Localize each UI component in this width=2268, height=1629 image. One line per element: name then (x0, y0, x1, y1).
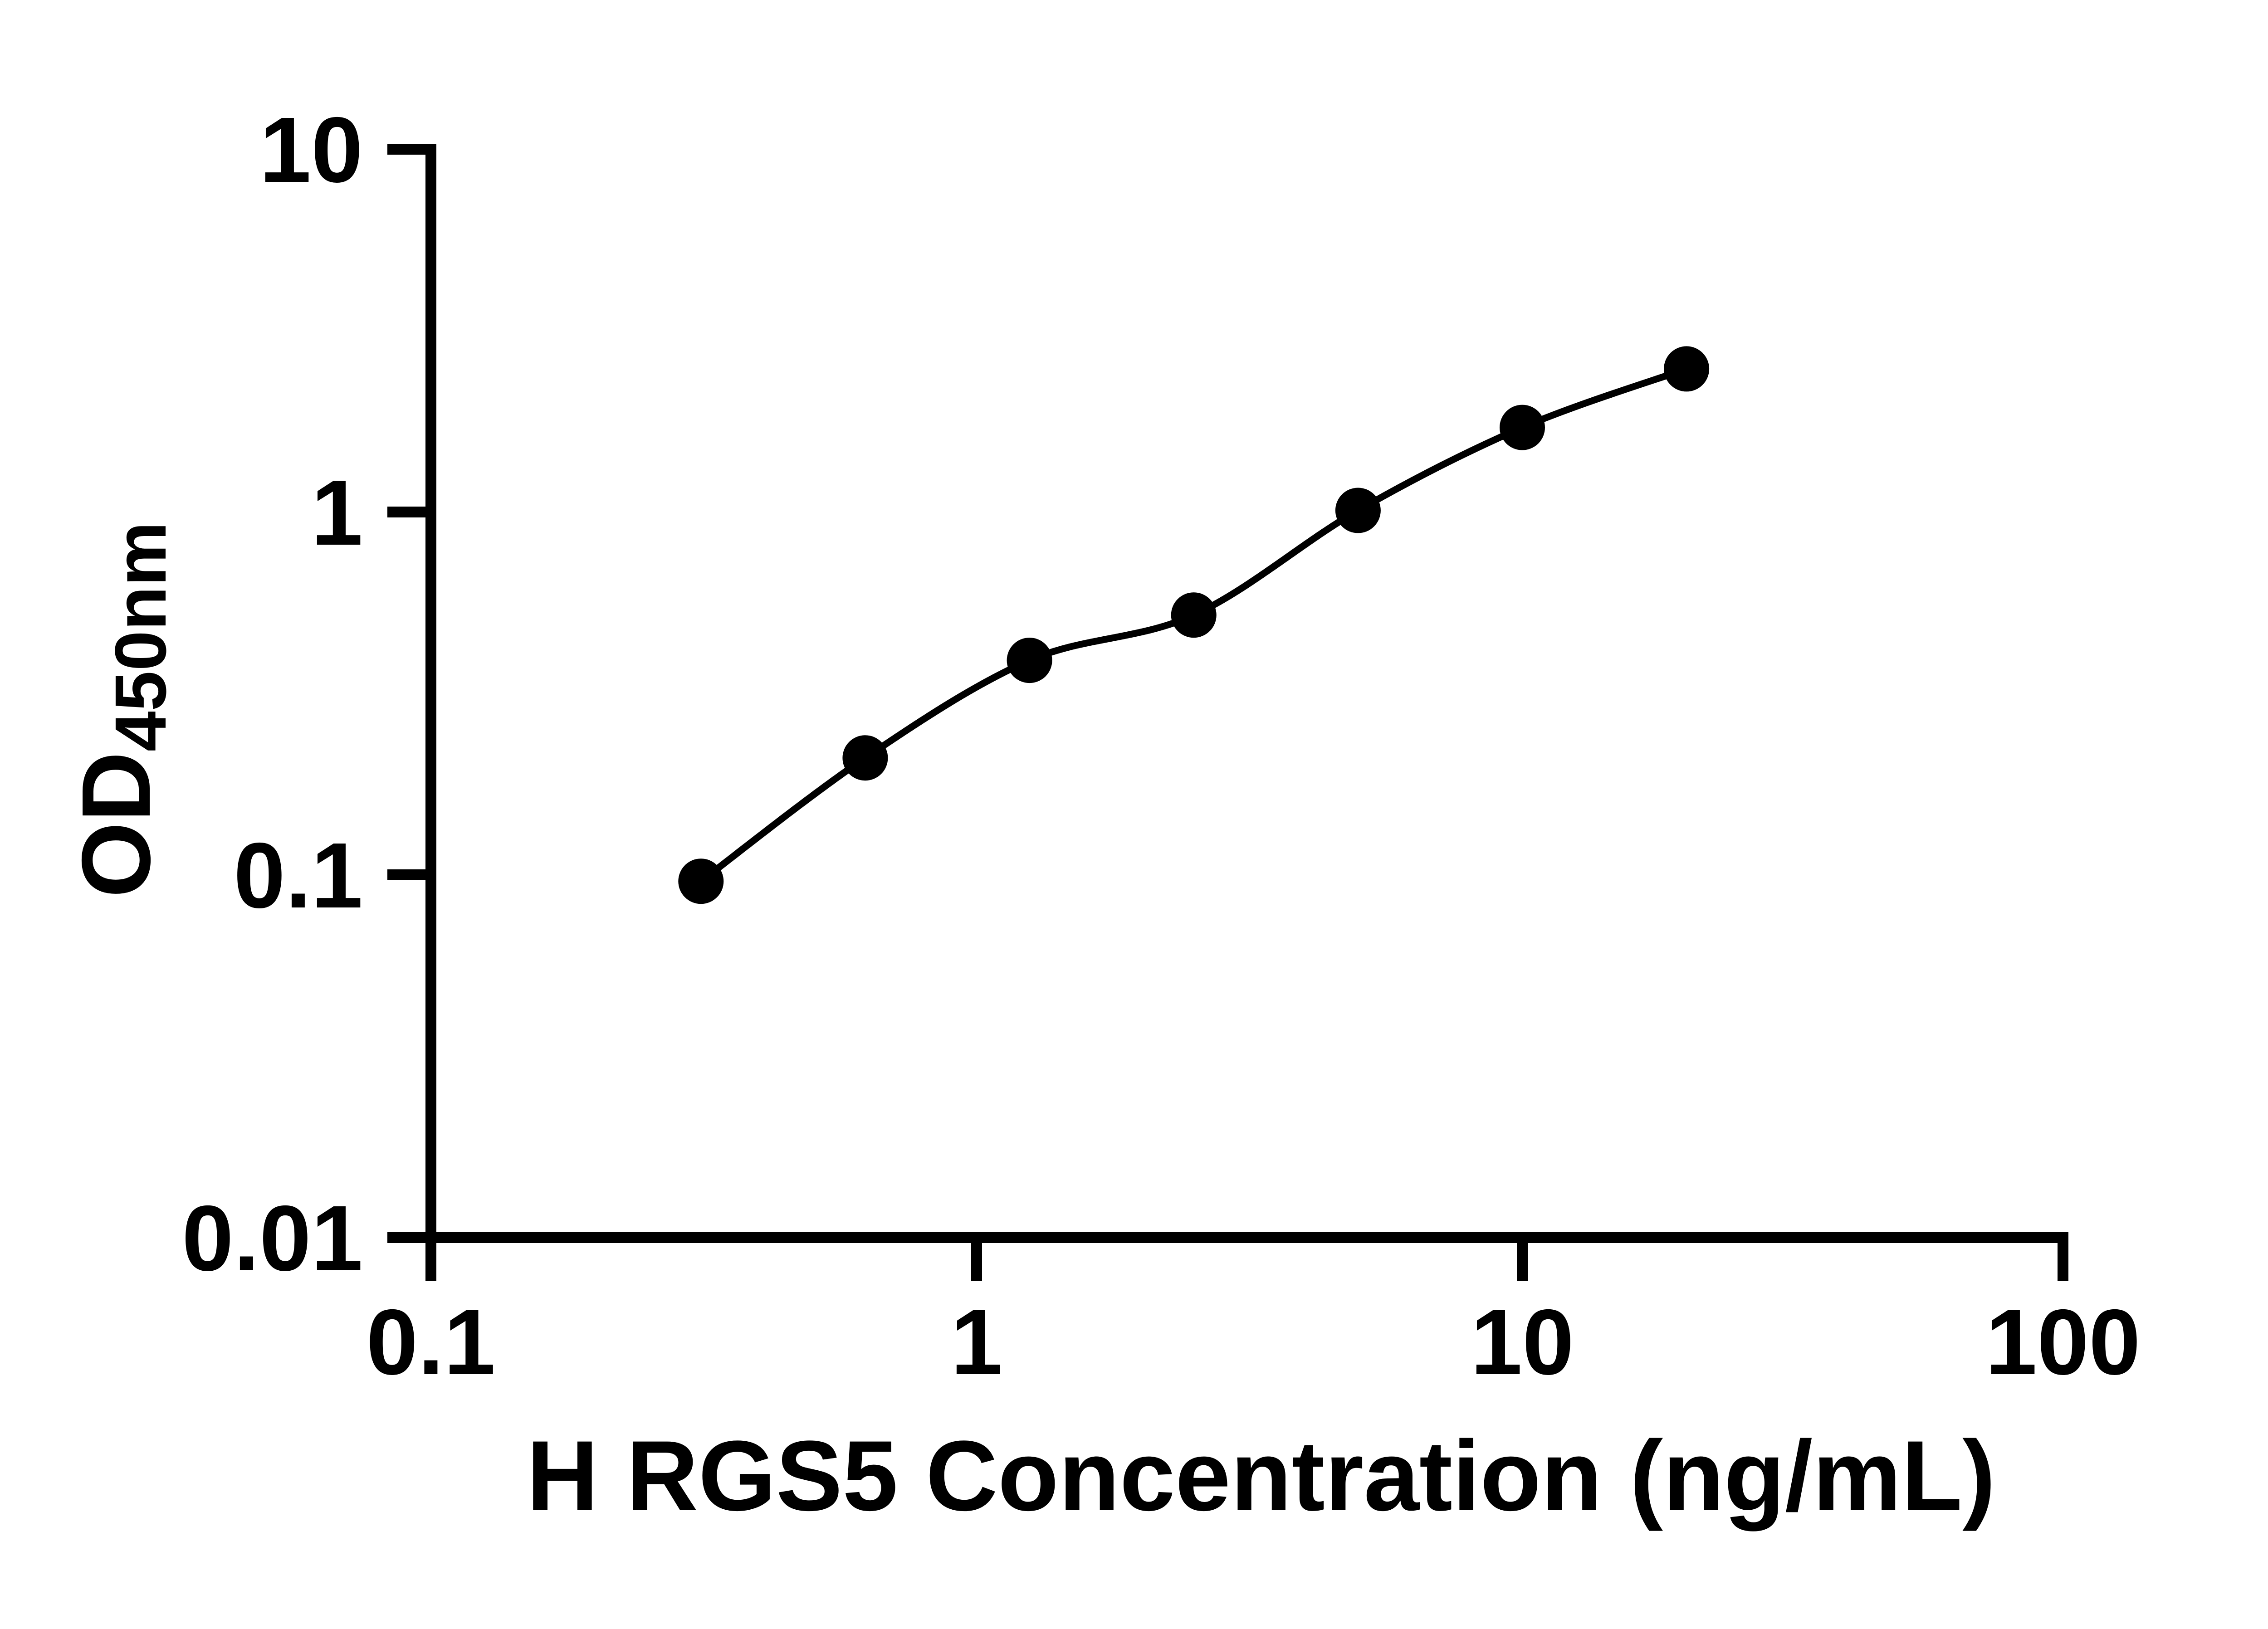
x-axis-title: H RGS5 Concentration (ng/mL) (527, 1420, 1996, 1531)
data-point-marker (678, 858, 724, 904)
y-axis-tick (387, 1232, 425, 1243)
y-axis-line (425, 144, 436, 1243)
data-point-marker (1500, 405, 1545, 450)
data-point-marker (1664, 346, 1710, 392)
y-axis-tick-label: 10 (259, 98, 363, 202)
data-point-marker (1335, 488, 1381, 533)
x-axis-tick (1517, 1243, 1528, 1281)
x-axis-tick (425, 1243, 436, 1281)
y-axis-tick (387, 144, 425, 155)
y-axis-tick (387, 869, 425, 880)
x-axis-tick (971, 1243, 982, 1281)
x-axis-tick-label: 10 (1471, 1290, 1574, 1394)
y-axis-title: OD450nm (61, 522, 181, 897)
data-point-marker (842, 735, 888, 781)
x-axis-line (425, 1232, 2068, 1243)
axes-layer (387, 144, 2068, 1281)
series-layer (678, 346, 1710, 904)
y-axis-title-subscript: 450nm (100, 522, 181, 751)
x-axis-tick-label: 0.1 (367, 1290, 496, 1394)
y-axis-tick-label: 0.01 (182, 1186, 363, 1290)
x-axis-tick-label: 1 (951, 1290, 1002, 1394)
x-axis-tick-label: 100 (1985, 1290, 2141, 1394)
y-axis-tick-label: 1 (311, 461, 363, 565)
data-point-marker (1171, 592, 1217, 638)
x-axis-tick (2058, 1243, 2068, 1281)
y-axis-tick (387, 507, 425, 517)
y-axis-title-main: OD (61, 751, 171, 898)
data-point-marker (1007, 638, 1052, 683)
y-axis-tick-label: 0.1 (234, 824, 363, 927)
